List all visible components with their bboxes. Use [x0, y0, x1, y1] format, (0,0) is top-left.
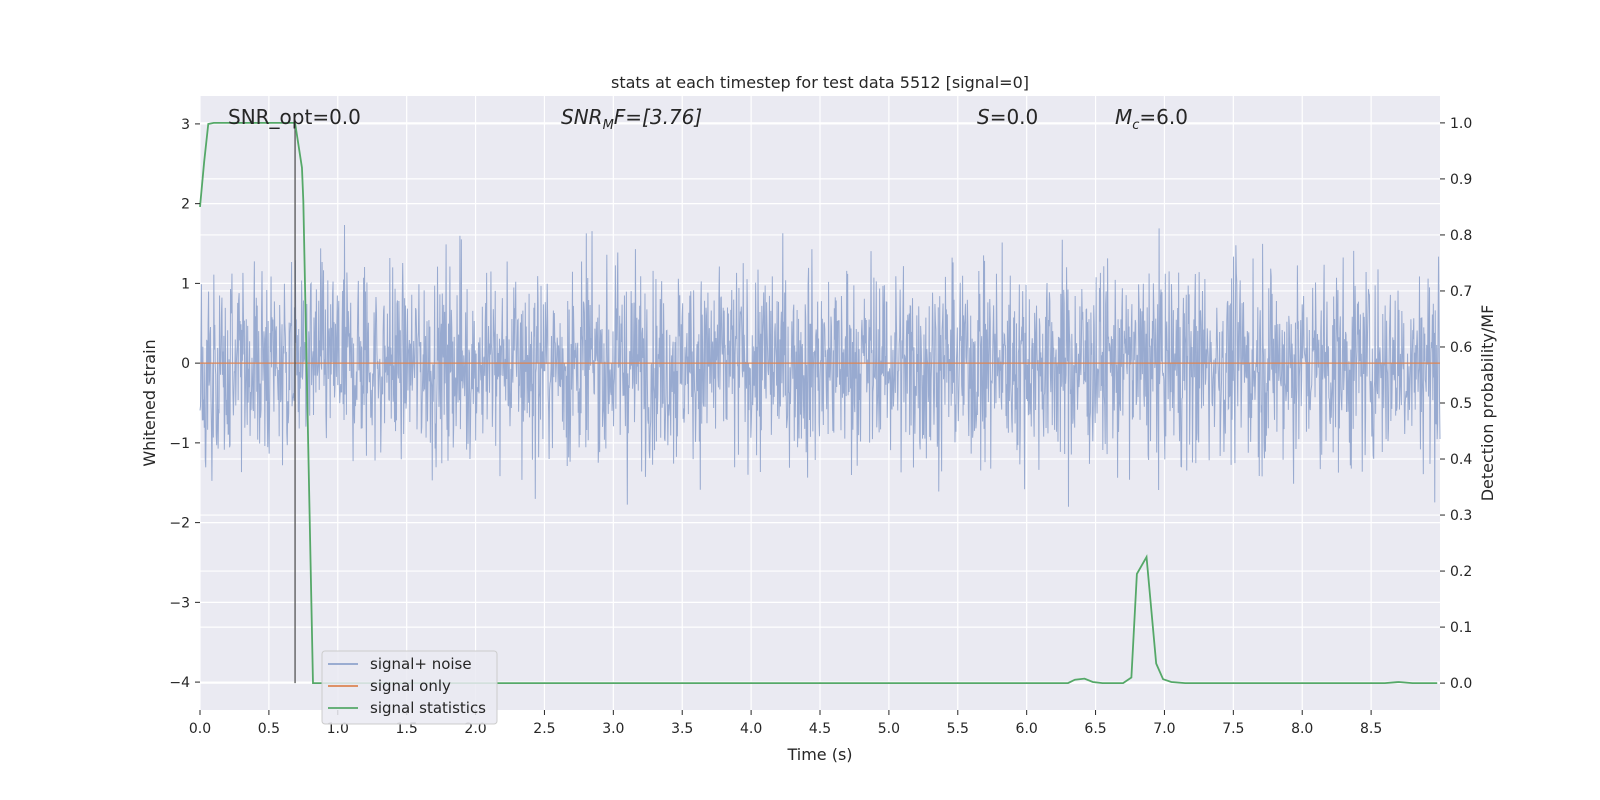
- x-tick-label: 2.0: [464, 721, 486, 737]
- snr-mf-rest: F=[3.76]: [614, 105, 702, 129]
- snr-mf-sub: M: [603, 118, 614, 133]
- left-y-tick-label: −3: [169, 595, 190, 611]
- right-y-tick-label: 0.2: [1450, 564, 1472, 580]
- legend-label-signal-only: signal only: [370, 677, 451, 695]
- left-y-tick-label: 2: [181, 197, 190, 213]
- noise-trace: [199, 224, 1441, 507]
- x-tick-label: 0.0: [189, 721, 211, 737]
- x-tick-label: 2.5: [533, 721, 555, 737]
- right-y-tick-label: 0.6: [1450, 340, 1472, 356]
- legend-label-signal-statistics: signal statistics: [370, 699, 486, 717]
- snr-opt-annotation: SNR_opt=0.0: [228, 105, 361, 129]
- chart-title: stats at each timestep for test data 551…: [611, 73, 1029, 92]
- right-y-tick-label: 0.4: [1450, 452, 1472, 468]
- noise-series: [199, 224, 1441, 507]
- x-tick-label: 1.0: [327, 721, 349, 737]
- mc-main: M: [1115, 105, 1132, 129]
- snr-mf-annotation: SNRMF=[3.76]: [561, 105, 702, 133]
- x-tick-label: 3.0: [602, 721, 624, 737]
- right-y-tick-label: 0.5: [1450, 396, 1472, 412]
- x-tick-label: 5.5: [947, 721, 969, 737]
- x-tick-label: 4.5: [809, 721, 831, 737]
- x-tick-label: 3.5: [671, 721, 693, 737]
- x-axis-label: Time (s): [786, 745, 852, 764]
- left-y-tick-label: −4: [169, 675, 190, 691]
- right-y-tick-label: 0.1: [1450, 620, 1472, 636]
- x-tick-label: 6.0: [1016, 721, 1038, 737]
- mc-rest: =6.0: [1139, 105, 1188, 129]
- x-tick-label: 6.5: [1084, 721, 1106, 737]
- right-y-tick-label: 0.9: [1450, 172, 1472, 188]
- right-y-axis-ticks: 0.0 0.1 0.2 0.3 0.4 0.5 0.6 0.7 0.8 0.9 1.0: [1440, 116, 1472, 692]
- x-tick-label: 8.5: [1360, 721, 1382, 737]
- right-y-tick-label: 0.8: [1450, 228, 1472, 244]
- left-y-tick-label: −1: [169, 436, 190, 452]
- left-y-tick-label: 3: [181, 117, 190, 133]
- signal-statistics-series: [199, 121, 1438, 685]
- left-y-tick-label: 1: [181, 276, 190, 292]
- legend-label-noise: signal+ noise: [370, 655, 472, 673]
- x-tick-label: 0.5: [258, 721, 280, 737]
- right-y-tick-label: 0.0: [1450, 676, 1472, 692]
- left-y-axis-label: Whitened strain: [140, 339, 159, 466]
- mc-sub: c: [1132, 118, 1139, 133]
- right-y-axis-label: Detection probability/MF: [1478, 305, 1497, 502]
- s-annotation: S=0.0: [977, 105, 1038, 129]
- right-y-tick-label: 1.0: [1450, 116, 1472, 132]
- right-y-tick-label: 0.3: [1450, 508, 1472, 524]
- x-tick-label: 8.0: [1291, 721, 1313, 737]
- left-y-tick-label: 0: [181, 356, 190, 372]
- x-tick-label: 4.0: [740, 721, 762, 737]
- s-main: S: [977, 105, 990, 129]
- x-tick-label: 1.5: [396, 721, 418, 737]
- x-axis-ticks: 0.0 0.5 1.0 1.5 2.0 2.5 3.0 3.5 4.0 4.5 5.0 5.5 6.0 6…: [189, 710, 1382, 737]
- x-tick-label: 7.0: [1153, 721, 1175, 737]
- snr-mf-main: SNR: [561, 105, 603, 129]
- legend: signal+ noise signal only signal statist…: [321, 650, 498, 725]
- left-y-axis-ticks: −4 −3 −2 −1 0 1 2 3: [169, 117, 200, 691]
- s-rest: =0.0: [990, 105, 1039, 129]
- mc-annotation: Mc=6.0: [1115, 105, 1188, 133]
- x-tick-label: 7.5: [1222, 721, 1244, 737]
- x-tick-label: 5.0: [878, 721, 900, 737]
- legend-box: [321, 650, 498, 725]
- left-y-tick-label: −2: [169, 516, 190, 532]
- right-y-tick-label: 0.7: [1450, 284, 1472, 300]
